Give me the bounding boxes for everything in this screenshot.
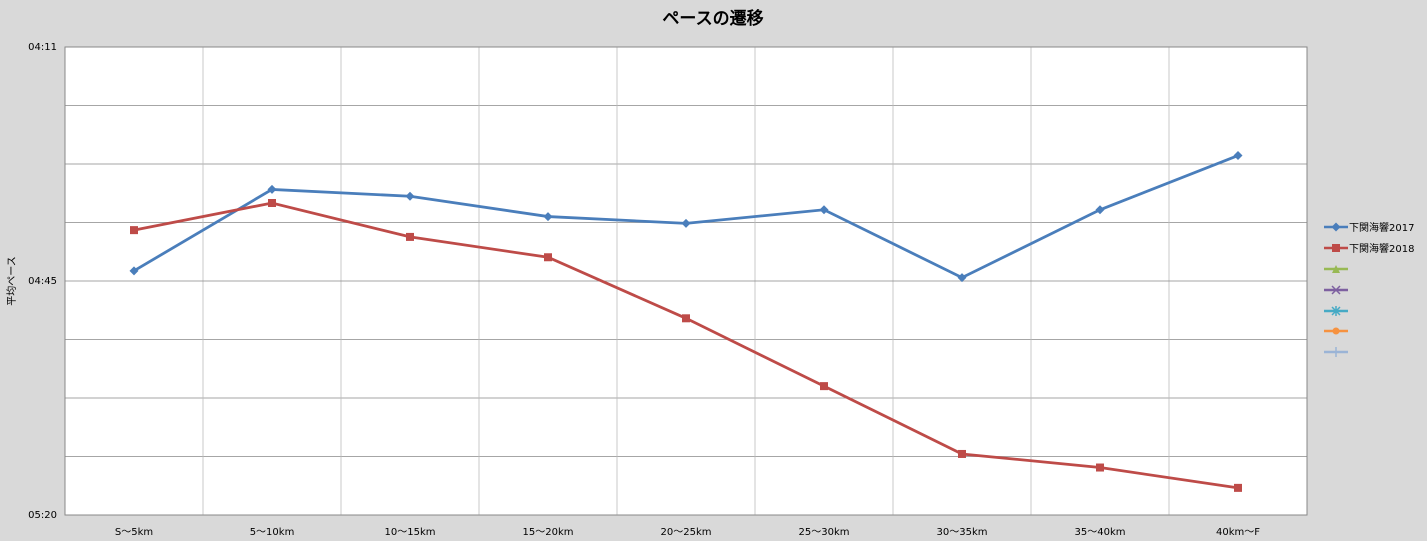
marker xyxy=(544,253,552,262)
marker xyxy=(1233,151,1243,161)
marker xyxy=(130,226,138,235)
x-tick-label: 10～15km xyxy=(385,527,436,538)
x-tick-label: S～5km xyxy=(115,527,153,538)
y-tick-label: 05:20 xyxy=(28,510,57,521)
marker xyxy=(957,273,967,283)
marker xyxy=(1096,463,1104,472)
legend-extra xyxy=(1324,265,1348,357)
marker xyxy=(681,218,691,228)
x-tick-label: 30～35km xyxy=(937,527,988,538)
y-axis-label: 平均ペース xyxy=(6,256,18,306)
marker xyxy=(1234,483,1242,492)
y-tick-label: 04:11 xyxy=(28,42,57,53)
legend-label: 下関海響2017 xyxy=(1349,221,1414,234)
x-tick-label: 25～30km xyxy=(799,527,850,538)
x-tick-label: 40km～F xyxy=(1216,527,1260,538)
marker xyxy=(543,212,553,222)
x-tick-label: 20～25km xyxy=(661,527,712,538)
legend-marker xyxy=(1331,222,1341,232)
marker xyxy=(819,205,829,215)
marker xyxy=(267,184,277,194)
legend-marker xyxy=(1332,244,1340,252)
x-tick-label: 15～20km xyxy=(523,527,574,538)
chart-title: ペースの遷移 xyxy=(662,8,763,29)
legend-label: 下関海響2018 xyxy=(1349,242,1414,255)
marker xyxy=(129,266,139,276)
marker xyxy=(820,382,828,391)
marker xyxy=(1095,205,1105,215)
y-tick-label: 04:45 xyxy=(28,276,57,287)
x-tick-label: 5～10km xyxy=(250,527,295,538)
marker xyxy=(405,191,415,201)
marker xyxy=(268,199,276,207)
marker xyxy=(958,449,966,458)
marker xyxy=(406,232,414,241)
marker xyxy=(682,314,690,323)
x-tick-label: 35～40km xyxy=(1075,527,1126,538)
